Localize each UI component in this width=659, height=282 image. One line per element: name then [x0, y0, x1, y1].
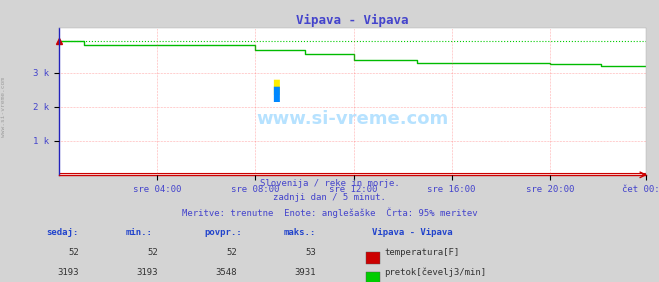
Text: 52: 52: [69, 248, 79, 257]
Text: 52: 52: [148, 248, 158, 257]
Text: Slovenija / reke in morje.: Slovenija / reke in morje.: [260, 179, 399, 188]
Text: pretok[čevelj3/min]: pretok[čevelj3/min]: [384, 268, 486, 277]
Text: povpr.:: povpr.:: [204, 228, 242, 237]
Text: sedaj:: sedaj:: [46, 228, 78, 237]
Text: 3931: 3931: [295, 268, 316, 277]
Text: www.si-vreme.com: www.si-vreme.com: [1, 77, 6, 137]
Text: www.si-vreme.com: www.si-vreme.com: [256, 110, 449, 128]
Text: 3193: 3193: [136, 268, 158, 277]
Text: 53: 53: [306, 248, 316, 257]
Text: maks.:: maks.:: [283, 228, 316, 237]
Text: ▌: ▌: [273, 79, 285, 94]
Text: temperatura[F]: temperatura[F]: [384, 248, 459, 257]
Text: min.:: min.:: [125, 228, 152, 237]
Text: zadnji dan / 5 minut.: zadnji dan / 5 minut.: [273, 193, 386, 202]
Text: 3193: 3193: [57, 268, 79, 277]
Text: 52: 52: [227, 248, 237, 257]
Text: 3548: 3548: [215, 268, 237, 277]
Text: ▌: ▌: [273, 87, 285, 102]
Text: Meritve: trenutne  Enote: anglešaške  Črta: 95% meritev: Meritve: trenutne Enote: anglešaške Črta…: [182, 207, 477, 218]
Text: Vipava - Vipava: Vipava - Vipava: [372, 228, 453, 237]
Title: Vipava - Vipava: Vipava - Vipava: [297, 14, 409, 27]
